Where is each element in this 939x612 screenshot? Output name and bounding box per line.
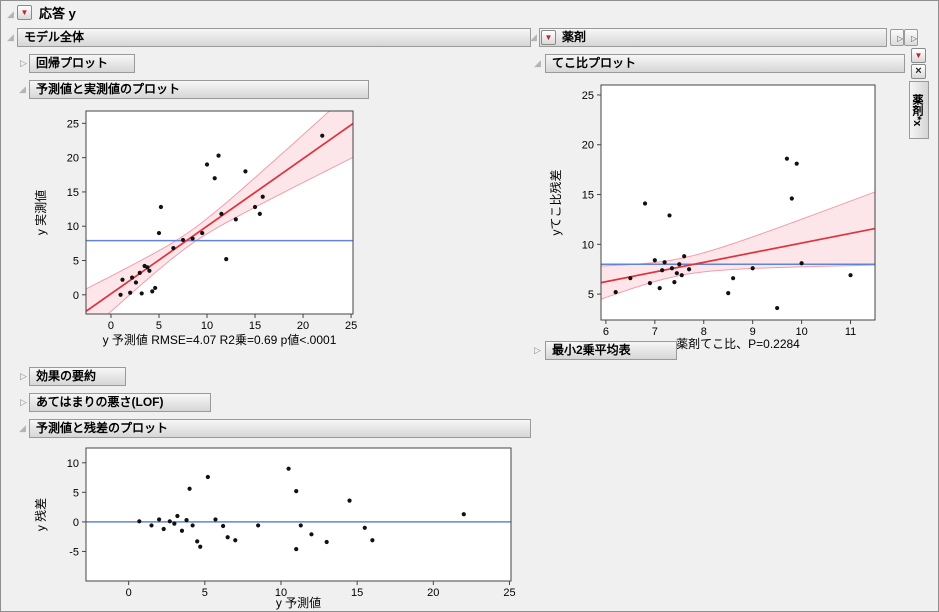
svg-text:25: 25 [503,587,515,599]
disclosure-closed-icon[interactable] [532,345,543,356]
disclosure-open-icon[interactable] [5,9,16,20]
disclosure-open-icon[interactable] [17,423,28,434]
outline-bar-effect-summary[interactable]: 効果の要約 [29,367,126,386]
close-icon [912,65,925,78]
outline-bar-drug[interactable]: 薬剤 [539,28,887,47]
svg-text:7: 7 [652,326,658,338]
svg-text:20: 20 [297,320,309,332]
docked-tab-drug-x[interactable]: 薬剤*x [909,81,929,139]
outline-bar-residual-by-predicted[interactable]: 予測値と残差のプロット [29,419,531,438]
svg-text:15: 15 [249,320,261,332]
svg-text:5: 5 [588,289,594,301]
svg-text:20: 20 [427,587,439,599]
red-triangle-icon [912,49,925,62]
svg-text:-5: -5 [69,546,79,558]
outline-bar-leverage-plot[interactable]: てこ比プロット [545,54,905,73]
svg-text:8: 8 [701,326,707,338]
svg-text:9: 9 [750,326,756,338]
svg-text:0: 0 [73,290,79,302]
svg-text:10: 10 [67,221,79,233]
outline-title: 薬剤 [562,30,587,44]
disclosure-closed-icon[interactable] [18,371,29,382]
chevron-right-button[interactable] [890,29,904,46]
disclosure-closed-icon[interactable] [18,397,29,408]
outline-bar-lsmeans-table[interactable]: 最小2乗平均表 [545,341,677,360]
svg-text:11: 11 [845,326,856,338]
outline-title: 回帰プロット [36,56,109,70]
outline-bar-whole-model[interactable]: モデル全体 [17,28,531,47]
svg-text:25: 25 [67,118,79,130]
outline-title: 最小2乗平均表 [552,343,631,357]
svg-text:10: 10 [582,239,594,251]
outline-title: モデル全体 [24,30,85,44]
chevron-right-button[interactable] [904,29,918,46]
red-triangle-icon [542,31,555,44]
svg-text:y 残差: y 残差 [34,498,48,531]
svg-text:25: 25 [582,90,594,102]
svg-text:15: 15 [67,187,79,199]
svg-text:yてこ比残差: yてこ比残差 [549,169,563,235]
svg-text:25: 25 [345,320,357,332]
svg-text:10: 10 [795,326,807,338]
close-button[interactable] [911,64,926,79]
svg-text:15: 15 [351,587,363,599]
outline-title: 効果の要約 [36,369,97,383]
disclosure-open-icon[interactable] [528,32,539,43]
svg-text:20: 20 [67,153,79,165]
svg-text:10: 10 [275,587,287,599]
svg-text:0: 0 [73,517,79,529]
actual-by-predicted-plot[interactable]: 0 5 10 15 20 25 0 5 10 15 20 25 y 予測値 RMSE=4.07 R2乗=… [31,101,381,353]
svg-text:5: 5 [202,587,208,599]
svg-text:0: 0 [108,320,114,332]
svg-text:10: 10 [201,320,213,332]
disclosure-open-icon[interactable] [532,58,543,69]
outline-title: てこ比プロット [552,56,637,70]
svg-text:20: 20 [582,140,594,152]
disclosure-open-icon[interactable] [5,32,16,43]
outline-title: 予測値と実測値のプロット [36,82,181,96]
red-triangle-menu-button[interactable] [17,5,32,20]
svg-text:5: 5 [73,487,79,499]
svg-text:薬剤てこ比、P=0.2284: 薬剤てこ比、P=0.2284 [676,336,800,351]
outline-bar-lack-of-fit[interactable]: あてはまりの悪さ(LOF) [29,393,211,412]
outline-title: 予測値と残差のプロット [36,421,169,435]
outline-bar-regression-plot[interactable]: 回帰プロット [29,54,135,73]
disclosure-closed-icon[interactable] [18,58,29,69]
svg-text:5: 5 [73,256,79,268]
svg-text:6: 6 [603,326,609,338]
svg-text:0: 0 [126,587,132,599]
residual-by-predicted-plot[interactable]: 0 5 10 15 20 25 -5 0 5 10 y 予測値 y 残差 [31,440,536,611]
disclosure-open-icon[interactable] [17,84,28,95]
svg-text:y 予測値 RMSE=4.07 R2乗=0.69 p値<.0: y 予測値 RMSE=4.07 R2乗=0.69 p値<.0001 [103,332,337,347]
leverage-plot[interactable]: 6 7 8 9 10 11 5 10 15 20 25 薬剤てこ比、P=0.2284 yてこ比残差 [546,75,896,360]
red-triangle-menu-button[interactable] [541,30,556,45]
svg-text:10: 10 [67,458,79,470]
svg-text:y 予測値: y 予測値 [276,595,321,610]
outline-title: あてはまりの悪さ(LOF) [36,395,164,409]
svg-text:y 実測値: y 実測値 [33,190,48,235]
red-triangle-menu-button[interactable] [911,48,926,63]
svg-text:5: 5 [156,320,162,332]
page-title: 応答 y [39,6,76,21]
outline-bar-actual-by-predicted[interactable]: 予測値と実測値のプロット [29,80,369,99]
red-triangle-icon [18,6,31,19]
svg-text:15: 15 [582,190,594,202]
